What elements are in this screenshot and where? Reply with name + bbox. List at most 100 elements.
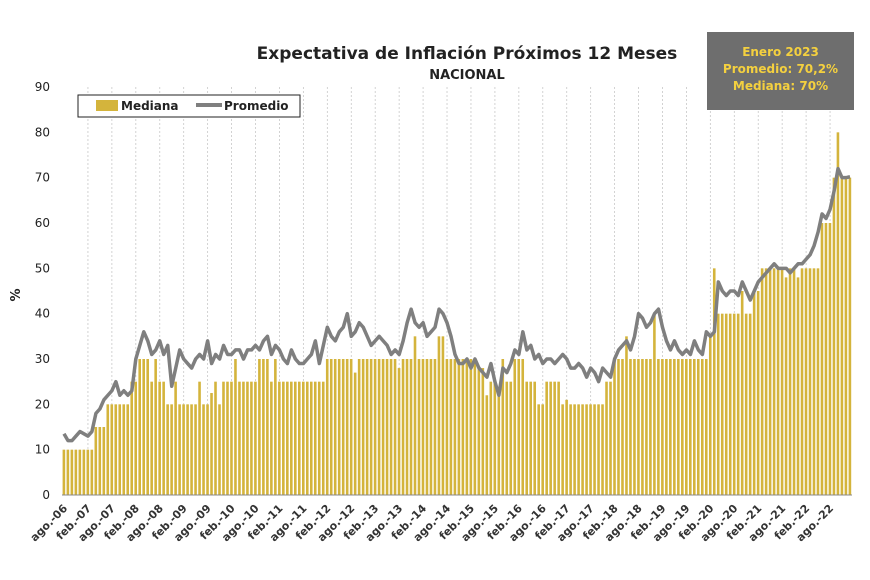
- bar-mediana: [250, 381, 253, 495]
- bar-mediana: [665, 359, 668, 495]
- bar-mediana: [641, 359, 644, 495]
- bar-mediana: [246, 381, 249, 495]
- bar-mediana: [146, 359, 149, 495]
- bar-mediana: [756, 291, 760, 495]
- bar-mediana: [509, 381, 513, 495]
- bar-mediana: [501, 359, 505, 495]
- bar-mediana: [812, 268, 816, 495]
- bar-mediana: [589, 404, 592, 495]
- bar-mediana: [254, 381, 257, 495]
- bar-mediana: [832, 177, 836, 495]
- bar-mediana: [134, 381, 138, 495]
- bar-mediana: [585, 404, 588, 495]
- bar-mediana: [222, 381, 225, 495]
- bar-mediana: [214, 381, 217, 495]
- bar-mediana: [238, 381, 241, 495]
- bar-mediana: [158, 381, 161, 495]
- bar-mediana: [357, 359, 361, 495]
- bar-mediana: [194, 404, 197, 495]
- bar-mediana: [425, 359, 429, 495]
- chart-subtitle: NACIONAL: [429, 68, 505, 83]
- bar-mediana: [417, 359, 421, 495]
- y-tick-label: 80: [35, 125, 50, 139]
- bar-mediana: [385, 359, 389, 495]
- bar-mediana: [645, 359, 648, 495]
- bar-mediana: [689, 359, 692, 495]
- bar-mediana: [198, 381, 201, 495]
- bar-mediana: [549, 381, 552, 495]
- bar-mediana: [816, 268, 820, 495]
- bar-mediana: [82, 449, 86, 495]
- bar-mediana: [441, 336, 445, 495]
- bar-mediana: [202, 404, 205, 495]
- annotation-box: Enero 2023 Promedio: 70,2% Mediana: 70%: [707, 32, 854, 110]
- bar-mediana: [649, 359, 652, 495]
- bar-mediana: [166, 404, 169, 495]
- bar-mediana: [274, 359, 277, 495]
- chart-title: Expectativa de Inflación Próximos 12 Mes…: [256, 44, 678, 64]
- bar-mediana: [150, 381, 153, 495]
- bar-mediana: [537, 404, 540, 495]
- bar-mediana: [210, 393, 213, 495]
- y-tick-label: 50: [35, 261, 50, 275]
- bar-mediana: [836, 132, 840, 496]
- bar-mediana: [824, 223, 828, 495]
- bar-mediana: [142, 359, 145, 495]
- bar-mediana: [78, 449, 82, 495]
- bar-mediana: [453, 359, 457, 495]
- bar-mediana: [74, 449, 78, 495]
- bar-mediana: [553, 381, 556, 495]
- bar-mediana: [286, 381, 289, 495]
- bar-mediana: [90, 449, 94, 495]
- bar-mediana: [345, 359, 349, 495]
- bar-mediana: [114, 404, 118, 495]
- bar-mediana: [313, 381, 317, 495]
- bar-mediana: [748, 313, 752, 495]
- bar-mediana: [605, 381, 608, 495]
- bar-mediana: [529, 381, 533, 495]
- bar-mediana: [657, 359, 660, 495]
- bar-mediana: [736, 313, 740, 495]
- bar-mediana: [704, 359, 708, 495]
- bar-mediana: [700, 359, 704, 495]
- bar-mediana: [465, 359, 469, 495]
- bar-mediana: [298, 381, 301, 495]
- bar-mediana: [780, 268, 784, 495]
- bar-mediana: [609, 381, 612, 495]
- bar-mediana: [218, 404, 221, 495]
- bar-mediana: [728, 313, 732, 495]
- bar-mediana: [497, 395, 501, 495]
- legend-box: [77, 94, 301, 118]
- bar-mediana: [262, 359, 265, 495]
- bar-mediana: [138, 359, 141, 495]
- bar-mediana: [365, 359, 369, 495]
- bar-mediana: [317, 381, 321, 495]
- bar-mediana: [369, 359, 373, 495]
- bar-mediana: [820, 223, 824, 495]
- bar-mediana: [154, 359, 157, 495]
- y-tick-label: 40: [35, 307, 50, 321]
- bar-mediana: [681, 359, 684, 495]
- bar-mediana: [828, 223, 832, 495]
- bar-mediana: [162, 381, 165, 495]
- legend-swatch-mediana: [96, 100, 118, 111]
- bar-mediana: [325, 359, 329, 495]
- bar-mediana: [94, 427, 98, 495]
- bar-mediana: [772, 268, 776, 495]
- bar-mediana: [617, 359, 620, 495]
- bar-mediana: [449, 359, 453, 495]
- bar-mediana: [230, 381, 233, 495]
- bar-mediana: [712, 268, 716, 495]
- bar-mediana: [625, 336, 628, 495]
- bar-mediana: [473, 359, 477, 495]
- bar-mediana: [557, 381, 560, 495]
- bar-mediana: [716, 313, 720, 495]
- bar-mediana: [178, 404, 181, 495]
- bar-mediana: [621, 359, 624, 495]
- bar-mediana: [401, 359, 405, 495]
- bar-mediana: [653, 313, 656, 495]
- bar-mediana: [66, 449, 70, 495]
- bar-mediana: [573, 404, 576, 495]
- bar-mediana: [329, 359, 333, 495]
- bar-mediana: [70, 449, 74, 495]
